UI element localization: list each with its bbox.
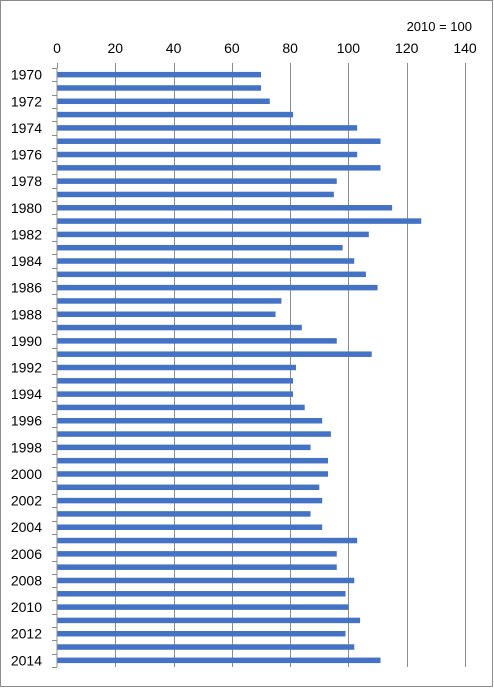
bar-1982: [57, 231, 369, 238]
y-tick-label: 1992: [11, 360, 42, 376]
category-axis-ticks: 1970 1972 1974 1976 1978 1980 1982 1984 1986 1988…: [11, 67, 57, 668]
y-tick-label: 1976: [11, 147, 42, 163]
y-tick-label: 1994: [11, 386, 42, 402]
bar-1996: [57, 417, 323, 424]
y-tick-label: 2010: [11, 599, 42, 615]
y-tick-label: 1982: [11, 226, 42, 242]
x-tick-label: 60: [224, 40, 240, 56]
x-tick-label: 20: [107, 40, 123, 56]
x-tick-label: 120: [395, 40, 419, 56]
x-tick-label: 140: [453, 40, 477, 56]
y-tick-label: 1978: [11, 173, 42, 189]
y-tick-label: 2014: [11, 652, 42, 668]
x-tick-label: 40: [166, 40, 182, 56]
bar-1993: [57, 378, 294, 384]
bar-2006: [57, 551, 337, 557]
bar-1985: [57, 271, 366, 278]
bar-1992: [57, 364, 296, 371]
bar-1979: [57, 191, 334, 198]
bar-1994: [57, 391, 294, 397]
y-tick-label: 1970: [11, 67, 42, 83]
bars: [57, 71, 422, 664]
bar-2001: [57, 484, 320, 491]
bar-1981: [57, 218, 422, 224]
y-tick-label: 2002: [11, 493, 42, 509]
y-tick-label: 2008: [11, 572, 42, 588]
bar-1990: [57, 338, 337, 344]
bar-1995: [57, 404, 305, 411]
x-tick-label: 100: [337, 40, 361, 56]
unit-label: 2010 = 100: [407, 19, 472, 34]
x-tick-label: 80: [282, 40, 298, 56]
y-tick-label: 1974: [11, 120, 42, 136]
bar-1973: [57, 111, 294, 118]
bar-1976: [57, 151, 358, 158]
bar-2013: [57, 644, 355, 650]
bar-1984: [57, 258, 355, 264]
bar-2011: [57, 617, 361, 624]
y-tick-label: 1996: [11, 413, 42, 429]
y-tick-label: 2004: [11, 519, 42, 535]
bar-1989: [57, 324, 302, 331]
bar-2005: [57, 537, 358, 544]
bar-1980: [57, 205, 393, 211]
y-tick-label: 2012: [11, 626, 42, 642]
bar-2004: [57, 524, 323, 530]
bar-1970: [57, 71, 261, 78]
bar-1998: [57, 444, 311, 451]
y-tick-label: 1986: [11, 280, 42, 296]
bar-2000: [57, 471, 329, 477]
bar-1978: [57, 178, 337, 184]
bar-2009: [57, 591, 346, 597]
bar-1997: [57, 431, 331, 437]
y-tick-label: 1998: [11, 439, 42, 455]
bar-1974: [57, 125, 358, 131]
bar-1983: [57, 244, 343, 251]
bar-2014: [57, 657, 381, 664]
bar-2008: [57, 577, 355, 584]
y-tick-label: 2006: [11, 546, 42, 562]
value-axis-ticks: 0 20 40 60 80 100 120 140: [53, 40, 477, 68]
bar-2002: [57, 497, 323, 504]
y-tick-label: 1990: [11, 333, 42, 349]
bar-1991: [57, 351, 372, 357]
bar-2010: [57, 604, 349, 610]
bar-1986: [57, 284, 378, 291]
bar-1987: [57, 298, 282, 304]
bar-2012: [57, 630, 346, 637]
y-tick-label: 2000: [11, 466, 42, 482]
y-tick-label: 1988: [11, 306, 42, 322]
bar-1975: [57, 138, 381, 144]
x-tick-label: 0: [53, 40, 61, 56]
y-tick-label: 1972: [11, 93, 42, 109]
bar-1977: [57, 165, 381, 171]
y-tick-label: 1984: [11, 253, 42, 269]
bar-2007: [57, 564, 337, 570]
bar-1999: [57, 457, 329, 464]
bar-1972: [57, 98, 270, 105]
bar-1971: [57, 85, 261, 91]
bar-1988: [57, 311, 276, 318]
bar-2003: [57, 511, 311, 517]
y-tick-label: 1980: [11, 200, 42, 216]
